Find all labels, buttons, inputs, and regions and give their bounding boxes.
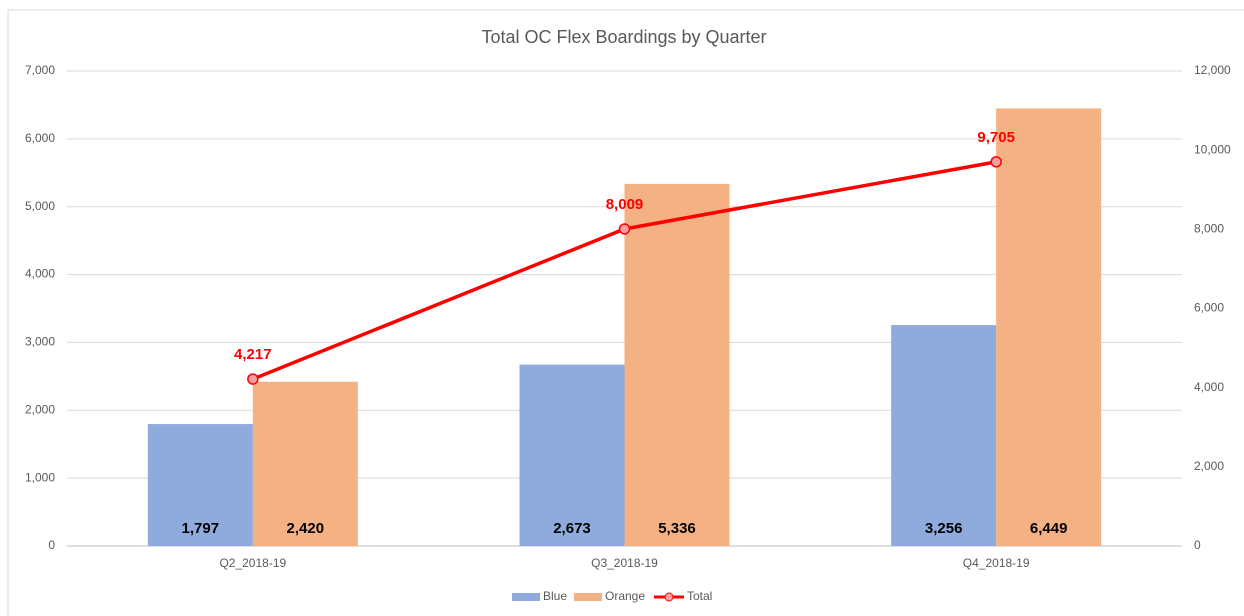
legend-label: Blue [543, 589, 567, 603]
legend-swatch [512, 593, 540, 601]
y2-tick-label: 4,000 [1194, 380, 1224, 394]
y2-tick-label: 6,000 [1194, 301, 1224, 315]
y2-tick-label: 8,000 [1194, 222, 1224, 236]
bar [147, 424, 253, 546]
legend-swatch [664, 592, 674, 602]
x-tick-label: Q3_2018-19 [591, 556, 658, 570]
bar-value-label: 6,449 [1030, 520, 1068, 537]
x-tick-label: Q2_2018-19 [219, 556, 286, 570]
legend-swatch [574, 593, 602, 601]
line-value-label: 8,009 [606, 196, 644, 213]
line-marker [618, 223, 631, 235]
y2-tick-label: 10,000 [1194, 142, 1231, 156]
bar-value-label: 3,256 [925, 520, 963, 537]
line-marker [990, 156, 1002, 168]
line-marker [247, 373, 259, 385]
y2-tick-label: 0 [1194, 538, 1201, 552]
chart-title: Total OC Flex Boardings by Quarter [481, 27, 766, 47]
bar [252, 381, 358, 546]
y2-tick-label: 12,000 [1194, 63, 1231, 77]
y-tick-label: 7,000 [25, 63, 55, 77]
bar-value-label: 5,336 [658, 520, 696, 537]
y-tick-label: 2,000 [25, 402, 55, 416]
y-tick-label: 3,000 [25, 335, 55, 349]
bar-value-label: 2,420 [287, 520, 325, 537]
x-tick-label: Q4_2018-19 [963, 556, 1030, 570]
bar-value-label: 1,797 [182, 520, 220, 537]
bar [996, 108, 1102, 546]
y-tick-label: 6,000 [25, 131, 55, 145]
bar-value-label: 2,673 [553, 520, 591, 537]
bar [624, 183, 730, 546]
legend-label: Total [687, 589, 712, 603]
bar [519, 364, 625, 546]
legend-label: Orange [605, 589, 645, 603]
y-tick-label: 1,000 [25, 470, 55, 484]
y2-tick-label: 2,000 [1194, 459, 1224, 473]
y-tick-label: 4,000 [25, 267, 55, 281]
y-tick-label: 5,000 [25, 199, 55, 213]
y-tick-label: 0 [48, 538, 55, 552]
bar [891, 325, 997, 546]
line-value-label: 4,217 [234, 346, 272, 363]
line-value-label: 9,705 [977, 129, 1015, 146]
